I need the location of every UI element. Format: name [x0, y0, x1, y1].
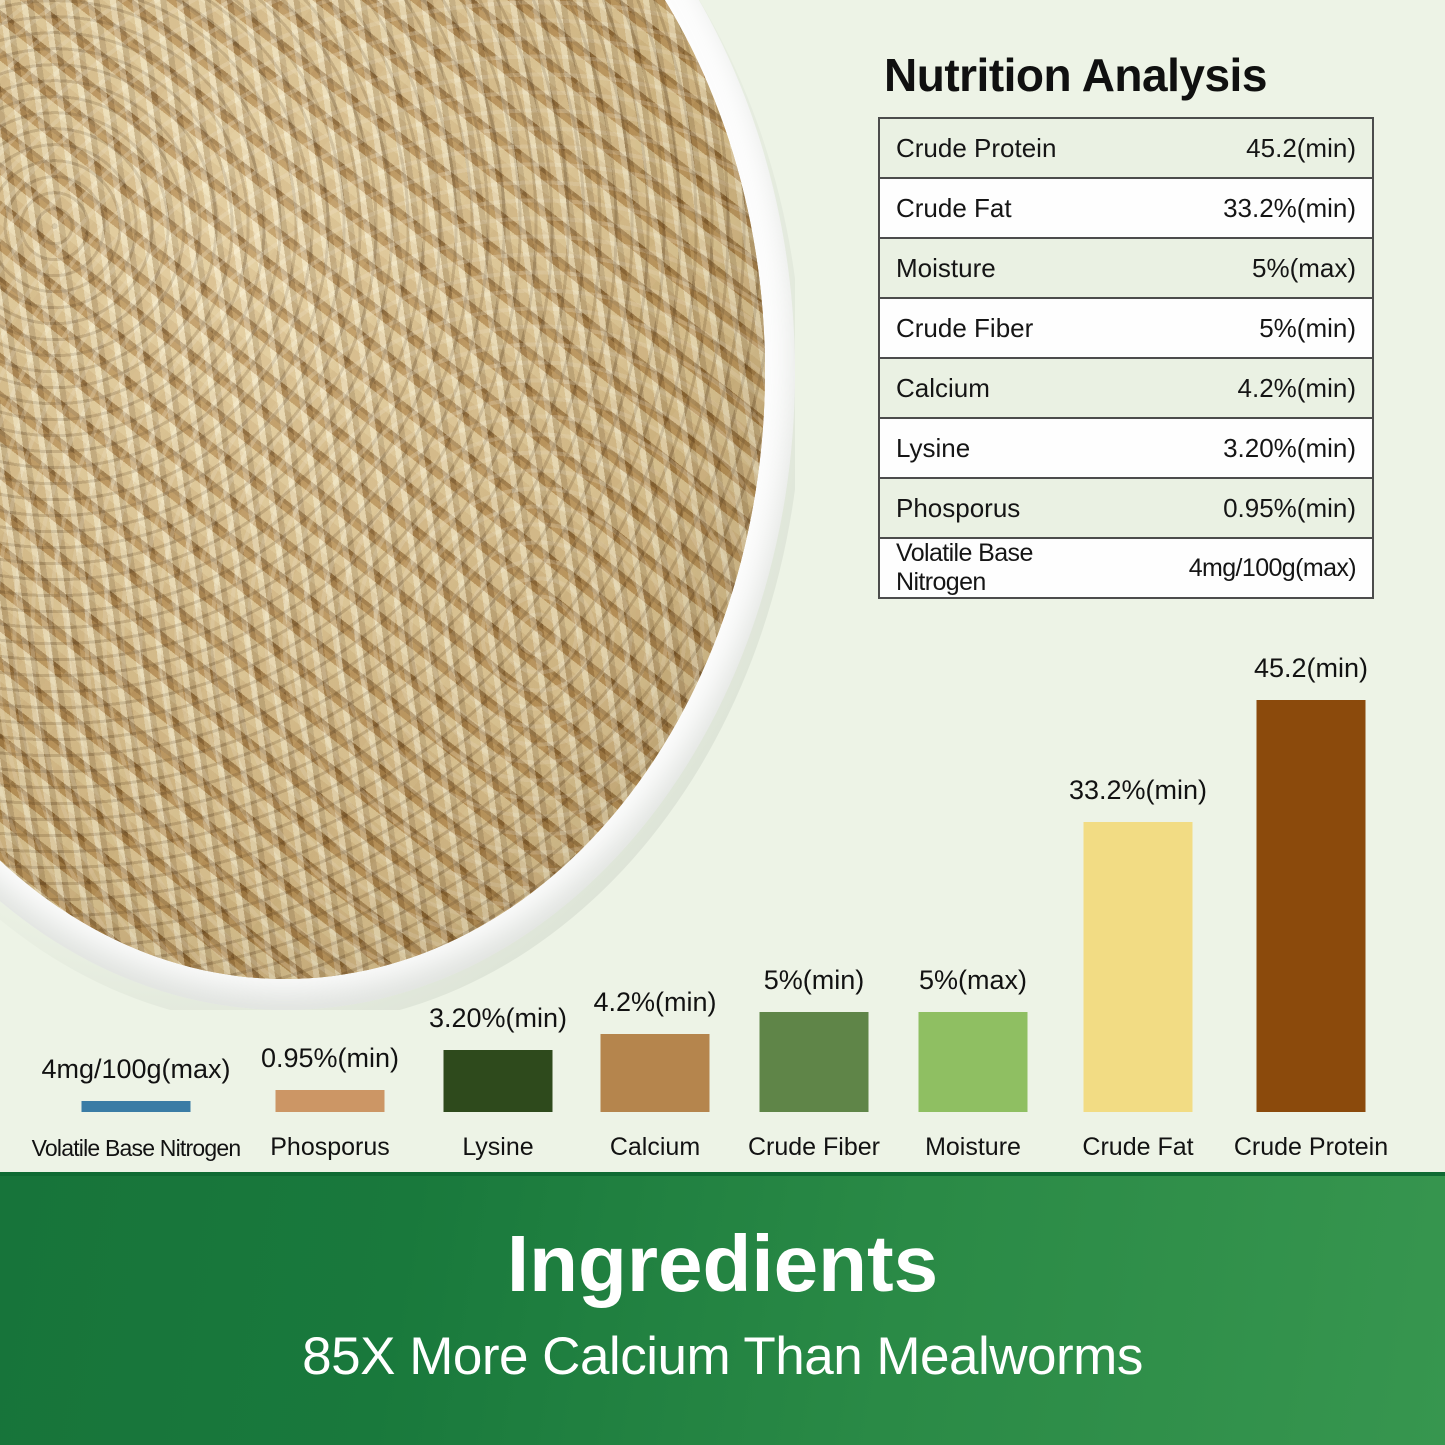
nutrient-name: Crude Fat — [879, 178, 1126, 239]
bar-value-label: 5%(max) — [918, 965, 1028, 995]
nutrient-name: Crude Fiber — [879, 298, 1126, 359]
nutrient-name: Calcium — [879, 358, 1126, 419]
larvae-pile — [0, 0, 765, 979]
bar-value-label: 4.2%(min) — [593, 987, 717, 1017]
bar-rect — [600, 1034, 710, 1112]
bar-value-label: 0.95%(min) — [260, 1043, 400, 1073]
nutrient-value: 5%(min) — [1126, 298, 1373, 359]
bar-value-label: 45.2(min) — [1253, 653, 1369, 683]
table-row: Crude Fat 33.2%(min) — [879, 178, 1373, 239]
bar-category-label: Volatile Base Nitrogen — [31, 1135, 242, 1161]
page-title: Nutrition Analysis — [884, 49, 1267, 101]
bar-category-label: Crude Protein — [1233, 1133, 1389, 1161]
nutrient-value: 5%(max) — [1126, 238, 1373, 299]
nutrient-value: 4.2%(min) — [1126, 358, 1373, 419]
bar-rect — [443, 1050, 553, 1112]
nutrient-value: 3.20%(min) — [1126, 418, 1373, 479]
banner-divider — [0, 1172, 1445, 1176]
table-row: Crude Fiber 5%(min) — [879, 298, 1373, 359]
table-row: Moisture 5%(max) — [879, 238, 1373, 299]
bar-rect — [275, 1090, 385, 1112]
nutrition-analysis-panel: Nutrition Analysis Crude Protein 45.2(mi… — [878, 52, 1374, 599]
nutrient-value: 0.95%(min) — [1126, 478, 1373, 539]
nutrient-value: 33.2%(min) — [1126, 178, 1373, 239]
bar-category-label: Crude Fat — [1082, 1133, 1194, 1161]
product-photo — [0, 0, 795, 1010]
table-row: Volatile Base Nitrogen 4mg/100g(max) — [879, 538, 1373, 598]
bar-value-label: 5%(min) — [763, 965, 865, 995]
nutrition-bar-chart: 4mg/100g(max) Volatile Base Nitrogen 0.95%… — [0, 640, 1445, 1160]
table-row: Crude Protein 45.2(min) — [879, 118, 1373, 179]
bar-category-label: Moisture — [925, 1133, 1021, 1161]
bar-rect — [81, 1101, 191, 1112]
bar-category-label: Phosporus — [270, 1133, 390, 1161]
banner-title: Ingredients — [506, 1219, 939, 1308]
nutrient-name: Lysine — [879, 418, 1126, 479]
bar-category-label: Lysine — [462, 1133, 534, 1161]
bar-rect — [759, 1012, 869, 1112]
table-row: Calcium 4.2%(min) — [879, 358, 1373, 419]
nutrient-name: Phosporus — [879, 478, 1126, 539]
table-row: Lysine 3.20%(min) — [879, 418, 1373, 479]
bar-category-label: Calcium — [609, 1133, 701, 1161]
nutrition-table: Crude Protein 45.2(min) Crude Fat 33.2%(… — [878, 117, 1374, 599]
bar-rect — [918, 1012, 1028, 1112]
nutrient-name: Volatile Base Nitrogen — [896, 539, 1033, 596]
bar-value-label: 3.20%(min) — [428, 1003, 568, 1033]
banner-subtitle: 85X More Calcium Than Mealworms — [302, 1327, 1143, 1386]
table-row: Phosporus 0.95%(min) — [879, 478, 1373, 539]
nutrient-name: Moisture — [879, 238, 1126, 299]
bar-value-label: 4mg/100g(max) — [41, 1054, 231, 1084]
bar-category-label: Crude Fiber — [748, 1133, 880, 1161]
bar-value-label: 33.2%(min) — [1068, 775, 1208, 805]
ingredients-banner: Ingredients 85X More Calcium Than Mealwo… — [0, 1172, 1445, 1445]
nutrient-value: 4mg/100g(max) — [1188, 553, 1357, 582]
bar-rect — [1083, 822, 1193, 1112]
nutrient-value: 45.2(min) — [1126, 118, 1373, 179]
bar-rect — [1256, 700, 1366, 1112]
nutrient-name: Crude Protein — [879, 118, 1126, 179]
